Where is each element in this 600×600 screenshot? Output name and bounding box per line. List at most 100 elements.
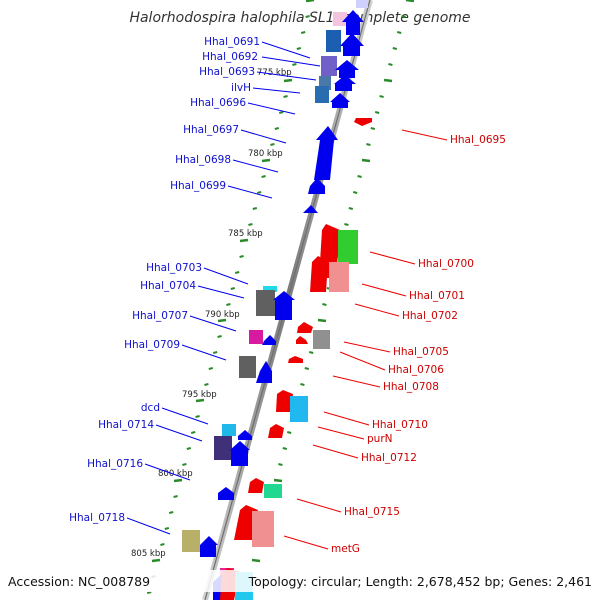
tick-mark bbox=[317, 318, 327, 323]
gene-label[interactable]: Hhal_0714 bbox=[98, 419, 154, 431]
gene-label[interactable]: Hhal_0691 bbox=[204, 36, 260, 48]
gene-label[interactable]: Hhal_0709 bbox=[124, 339, 180, 351]
tick-mark bbox=[239, 238, 249, 243]
gene-label[interactable]: Hhal_0696 bbox=[190, 97, 246, 109]
gene-block bbox=[263, 286, 277, 292]
tick-mark bbox=[283, 78, 293, 83]
tick-mark bbox=[195, 398, 205, 403]
tick-mark bbox=[226, 303, 231, 306]
gene-label[interactable]: dcd bbox=[141, 402, 160, 414]
gene-label[interactable]: Hhal_0708 bbox=[383, 381, 439, 393]
gene-label[interactable]: Hhal_0692 bbox=[202, 51, 258, 63]
gene-arrow bbox=[330, 93, 350, 108]
gene-arrow bbox=[273, 291, 295, 320]
tick-mark bbox=[348, 207, 354, 210]
tick-mark bbox=[256, 191, 262, 194]
gene-label[interactable]: Hhal_0716 bbox=[87, 458, 143, 470]
gene-block bbox=[264, 484, 282, 498]
tick-mark bbox=[204, 383, 209, 386]
tick-mark bbox=[405, 0, 415, 3]
tick-mark bbox=[379, 95, 384, 98]
gene-arrow bbox=[354, 118, 372, 126]
gene-label[interactable]: Hhal_0698 bbox=[175, 154, 231, 166]
tick-mark bbox=[190, 431, 196, 434]
gene-label[interactable]: metG bbox=[331, 543, 360, 555]
tick-mark bbox=[151, 558, 161, 563]
scale-label-780: 780 kbp bbox=[248, 149, 283, 159]
gene-block bbox=[222, 424, 236, 436]
gene-arrow bbox=[310, 256, 328, 292]
gene-block bbox=[313, 330, 330, 349]
scale-label-775: 775 kbp bbox=[257, 68, 292, 78]
gene-arrow bbox=[308, 178, 325, 194]
tick-mark bbox=[374, 111, 380, 114]
tick-mark bbox=[392, 47, 398, 50]
scale-label-785: 785 kbp bbox=[228, 229, 263, 239]
tick-mark bbox=[248, 223, 253, 226]
gene-label[interactable]: Hhal_0700 bbox=[418, 258, 474, 270]
gene-block bbox=[321, 56, 337, 76]
forward-gene-labels: Hhal_0691 Hhal_0692 Hhal_0693 ilvH Hhal_… bbox=[69, 36, 321, 535]
gene-label[interactable]: Hhal_0701 bbox=[409, 290, 465, 302]
tick-mark bbox=[305, 15, 310, 18]
tick-mark bbox=[239, 255, 244, 258]
scale-label-800: 800 kbp bbox=[158, 469, 193, 479]
tick-mark bbox=[278, 111, 284, 114]
map-title: Halorhodospira halophila SL1, complete g… bbox=[129, 10, 470, 26]
gene-label[interactable]: Hhal_0703 bbox=[146, 262, 202, 274]
tick-mark bbox=[300, 383, 305, 386]
gene-label[interactable]: Hhal_0707 bbox=[132, 310, 188, 322]
tick-mark bbox=[361, 158, 371, 163]
tick-mark bbox=[217, 335, 222, 338]
gene-arrow bbox=[342, 10, 364, 35]
gene-label[interactable]: Hhal_0704 bbox=[140, 280, 196, 292]
gene-block bbox=[329, 262, 349, 292]
gene-arrow bbox=[296, 336, 308, 344]
tick-mark bbox=[278, 463, 283, 466]
gene-block bbox=[182, 530, 200, 552]
gene-label[interactable]: Hhal_0693 bbox=[199, 66, 255, 78]
tick-mark bbox=[305, 0, 315, 3]
tick-mark bbox=[160, 543, 165, 546]
gene-label[interactable]: Hhal_0710 bbox=[372, 419, 428, 431]
scale-label-795: 795 kbp bbox=[182, 390, 217, 400]
gene-arrow bbox=[303, 205, 318, 213]
tick-mark bbox=[396, 31, 402, 34]
tick-mark bbox=[370, 127, 376, 130]
tick-mark bbox=[217, 318, 227, 323]
gene-label[interactable]: Hhal_0712 bbox=[361, 452, 417, 464]
gene-block bbox=[249, 330, 263, 344]
gene-label[interactable]: ilvH bbox=[231, 82, 251, 94]
footer-backdrop bbox=[0, 570, 600, 592]
gene-block bbox=[326, 30, 341, 52]
gene-block bbox=[315, 86, 329, 103]
reverse-gene-labels: Hhal_0695 Hhal_0700 Hhal_0701 Hhal_0702 … bbox=[283, 129, 506, 555]
gene-arrow bbox=[200, 536, 218, 557]
scale-labels: 775 kbp 780 kbp 785 kbp 790 kbp 795 kbp … bbox=[131, 68, 292, 559]
gene-label[interactable]: purN bbox=[367, 433, 393, 445]
tick-mark bbox=[146, 591, 152, 594]
tick-mark bbox=[261, 175, 266, 178]
gene-block bbox=[256, 290, 275, 316]
tick-mark bbox=[252, 207, 258, 210]
tick-mark bbox=[300, 31, 306, 34]
tick-mark bbox=[357, 175, 362, 178]
gene-label[interactable]: Hhal_0699 bbox=[170, 180, 226, 192]
gene-arrow bbox=[276, 390, 293, 412]
tick-mark bbox=[344, 223, 349, 226]
gene-label[interactable]: Hhal_0718 bbox=[69, 512, 125, 524]
gene-arrow bbox=[256, 361, 272, 383]
gene-label[interactable]: Hhal_0702 bbox=[402, 310, 458, 322]
gene-label[interactable]: Hhal_0706 bbox=[388, 364, 444, 376]
gene-block bbox=[333, 12, 347, 26]
gene-block bbox=[214, 436, 232, 460]
gene-label[interactable]: Hhal_0697 bbox=[183, 124, 239, 136]
gene-arrow bbox=[340, 33, 364, 56]
gene-label[interactable]: Hhal_0715 bbox=[344, 506, 400, 518]
gene-label[interactable]: Hhal_0695 bbox=[450, 134, 506, 146]
tick-mark bbox=[173, 478, 183, 483]
tick-mark bbox=[186, 447, 192, 450]
tick-mark bbox=[212, 351, 218, 354]
gene-label[interactable]: Hhal_0705 bbox=[393, 346, 449, 358]
